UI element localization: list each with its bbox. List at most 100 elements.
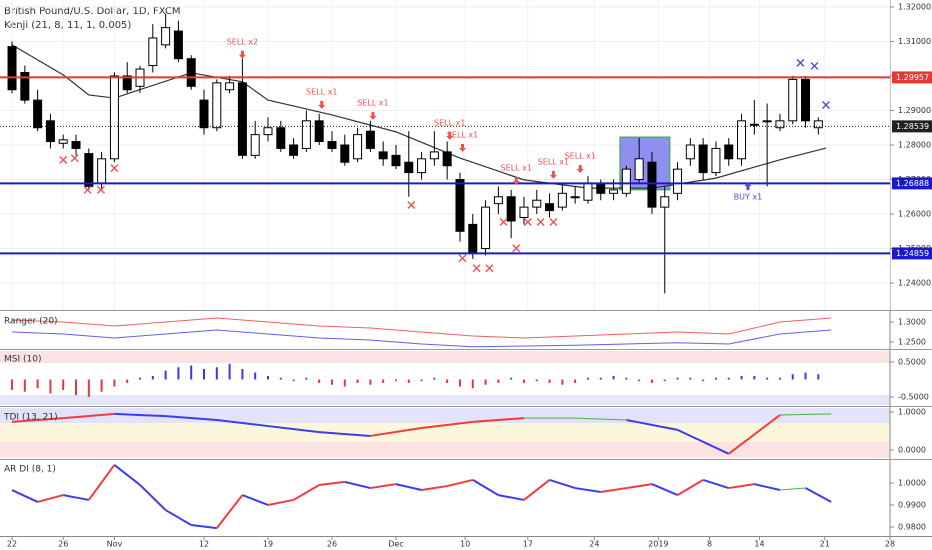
x-tick-label: 2019 <box>648 540 668 549</box>
indicator-segment <box>165 415 217 421</box>
histogram-bar <box>676 377 679 380</box>
histogram-bar <box>420 379 423 382</box>
candle-body <box>340 144 350 163</box>
level-label: 1.24859 <box>896 249 929 258</box>
indicator-segment <box>370 483 397 490</box>
histogram-bar <box>689 377 692 380</box>
indicator-segment <box>728 483 755 490</box>
indicator-segment <box>805 487 832 503</box>
histogram-bar <box>650 379 653 383</box>
panel-title: Ranger (20) <box>4 317 58 327</box>
chart-title: British Pound/U.S. Dollar, 1D, FXCM <box>4 6 180 17</box>
x-tick-label: 26 <box>58 540 68 549</box>
indicator-segment <box>575 487 601 493</box>
candle-body <box>596 182 606 194</box>
candle-body <box>442 151 452 167</box>
histogram-bar <box>164 370 167 380</box>
signal-cross <box>499 217 508 226</box>
y-tick-label: 1.32000 <box>898 2 931 11</box>
candle-body <box>353 134 363 160</box>
histogram-bar <box>586 377 589 380</box>
candle-body <box>71 141 81 149</box>
candle-body <box>570 196 580 199</box>
signal-cross <box>458 254 467 263</box>
histogram-bar <box>203 368 206 380</box>
histogram-bar <box>254 372 257 380</box>
candle-body <box>749 123 759 126</box>
candle-body <box>186 58 196 87</box>
candle-body <box>7 46 17 91</box>
signal-cross <box>407 201 416 210</box>
y-tick-label: 1.24000 <box>898 279 931 288</box>
histogram-bar <box>638 379 641 382</box>
indicator-label: Kenji (21, 8, 11, 1, 0.005) <box>4 20 131 31</box>
candle-body <box>532 199 542 208</box>
histogram-bar <box>75 379 78 396</box>
candle-body <box>122 75 132 91</box>
histogram-bar <box>11 379 14 390</box>
candle-body <box>58 139 68 144</box>
x-tick-label: 10 <box>460 540 470 549</box>
candle-body <box>660 196 670 208</box>
histogram-bar <box>266 375 269 380</box>
candle-body <box>724 144 734 160</box>
signal-label: SELL x1 <box>538 157 569 166</box>
histogram-bar <box>49 379 52 394</box>
candle-body <box>417 158 427 174</box>
signal-arrow <box>549 170 557 179</box>
signal-cross <box>512 244 521 253</box>
histogram-bar <box>343 379 346 387</box>
signal-arrow <box>512 177 520 186</box>
candle-body <box>711 147 721 174</box>
x-tick-label: 12 <box>199 540 209 549</box>
indicator-segment <box>242 494 269 506</box>
indicator-segment <box>11 417 64 423</box>
candle-body <box>301 120 311 149</box>
candle-body <box>173 30 183 60</box>
signal-label: SELL x2 <box>227 37 258 46</box>
candle-body <box>84 153 94 187</box>
y-tick-label: 0.5000 <box>898 358 926 367</box>
histogram-bar <box>241 368 244 380</box>
histogram-bar <box>228 363 231 380</box>
candle-body <box>583 182 593 201</box>
level-label-box <box>892 71 932 84</box>
x-tick-label: 21 <box>820 540 830 549</box>
histogram-bar <box>279 377 282 380</box>
x-tick-label: 14 <box>754 540 764 549</box>
signal-cross <box>536 217 545 226</box>
candle-body <box>148 37 158 67</box>
indicator-segment <box>421 420 473 429</box>
indicator-segment <box>677 428 730 455</box>
histogram-bar <box>804 372 807 380</box>
histogram-bar <box>433 377 436 380</box>
histogram-bar <box>522 379 525 383</box>
histogram-bar <box>753 375 756 380</box>
indicator-segment <box>600 487 627 493</box>
candle-body <box>455 179 465 232</box>
last-price-box <box>892 120 932 133</box>
signal-label: SELL x1 <box>434 118 465 127</box>
signal-cross <box>810 61 819 70</box>
histogram-bar <box>574 379 577 383</box>
histogram-bar <box>702 379 705 382</box>
histogram-bar <box>356 379 359 383</box>
indicator-segment <box>267 425 320 434</box>
candle-body <box>45 120 55 143</box>
level-label: 1.29957 <box>896 73 929 82</box>
histogram-bar <box>778 377 781 380</box>
candle-body <box>621 168 631 194</box>
indicator-segment <box>575 417 627 421</box>
candle-body <box>506 196 516 222</box>
candle-body <box>97 158 107 184</box>
panel-title: AR DI (8, 1) <box>4 465 56 475</box>
histogram-bar <box>292 379 295 382</box>
indicator-segment <box>472 417 525 423</box>
histogram-bar <box>87 379 90 397</box>
signal-label: SELL x1 <box>357 98 388 107</box>
y-tick-label: 1.0000 <box>898 478 926 487</box>
indicator-segment <box>651 483 678 497</box>
candle-body <box>775 120 785 129</box>
signal-arrow <box>744 182 752 191</box>
